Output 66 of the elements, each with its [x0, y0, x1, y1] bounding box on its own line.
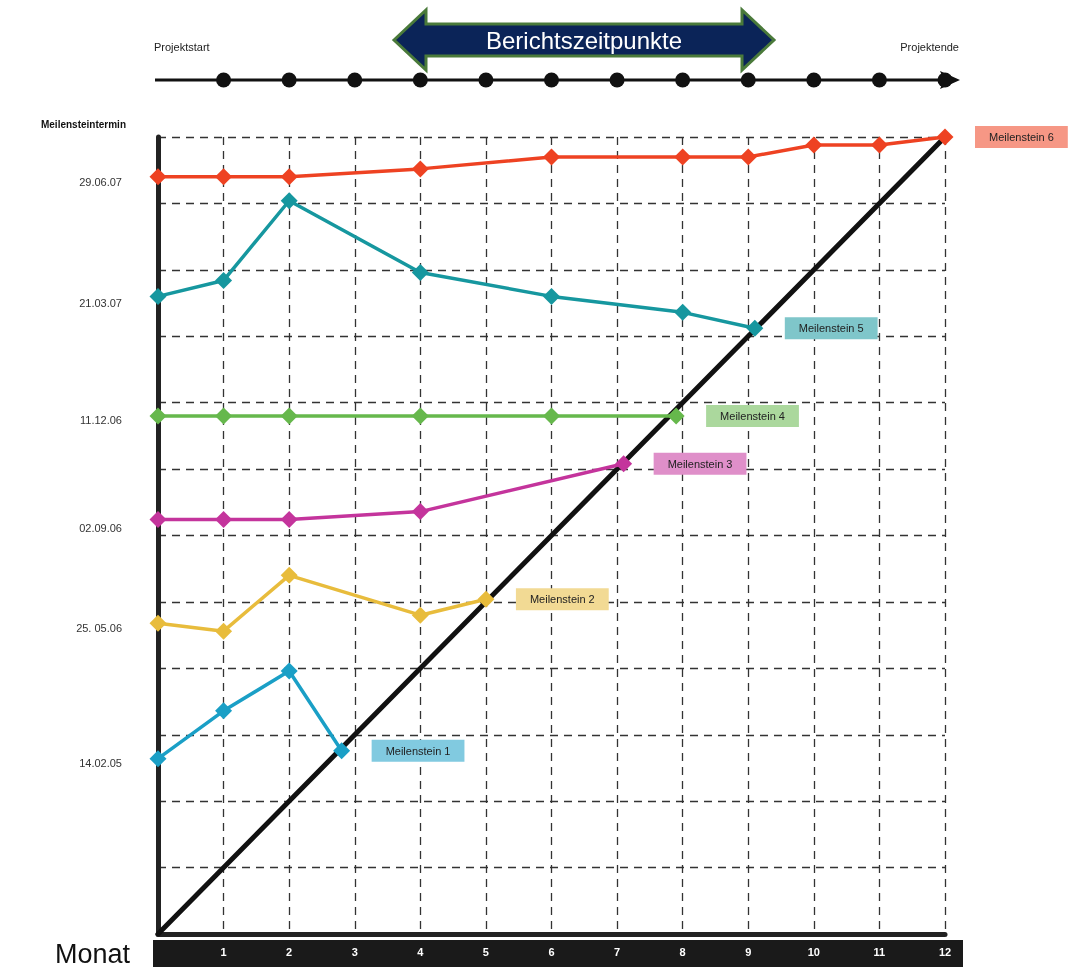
text: 11.12.06 [79, 414, 122, 426]
text: Meilenstein 1 [385, 744, 451, 757]
x-tick-label: 3 [351, 945, 358, 958]
x-tick-label: 2 [286, 945, 293, 958]
point [280, 566, 298, 584]
point [674, 148, 692, 166]
x-tick-label: 6 [548, 945, 555, 958]
point [411, 503, 429, 521]
x-tick-label: 5 [482, 945, 489, 958]
point [280, 662, 298, 680]
x-axis-title: Monat [54, 938, 131, 967]
point [215, 622, 233, 640]
point [615, 455, 633, 473]
text: 02.09.06 [79, 522, 122, 534]
point [411, 606, 429, 624]
point [543, 287, 560, 305]
point [280, 192, 298, 210]
point [149, 287, 167, 305]
point [149, 614, 167, 632]
point [215, 511, 233, 529]
text: 25. 05.06 [76, 622, 122, 634]
x-tick-label: 9 [745, 945, 752, 958]
x-tick-label: 1 [220, 945, 227, 958]
text: Meilenstein 4 [720, 409, 785, 422]
point [411, 160, 429, 178]
text: Meilenstein 3 [667, 457, 733, 470]
text: Berichtszeitpunkte [485, 27, 683, 55]
point [333, 742, 351, 760]
text: Meilenstein 2 [529, 593, 595, 606]
x-tick-label: 11 [873, 945, 886, 958]
point [543, 407, 560, 425]
point [215, 271, 233, 289]
point [674, 303, 692, 321]
point [870, 136, 888, 154]
y-axis-title: Meilensteintermin [40, 118, 126, 130]
point [411, 407, 429, 425]
x-tick-label: 12 [938, 945, 952, 958]
text: Meilenstein 6 [989, 131, 1054, 143]
point [805, 136, 823, 154]
point [215, 702, 233, 720]
point [739, 148, 757, 166]
point [667, 407, 685, 425]
point [280, 511, 298, 529]
point [746, 319, 764, 337]
text: Meilenstein 5 [798, 322, 864, 335]
text: Projektende [900, 41, 959, 53]
point [280, 168, 298, 186]
point [149, 750, 167, 768]
point [149, 407, 167, 425]
text: Projektstart [154, 41, 210, 53]
x-tick-label: 8 [679, 945, 686, 958]
text: 21.03.07 [79, 297, 122, 309]
point [149, 511, 167, 529]
point [215, 407, 233, 425]
point [280, 407, 298, 425]
point [543, 148, 560, 166]
point [411, 263, 429, 281]
point [936, 128, 954, 146]
point [215, 168, 233, 186]
x-tick-label: 7 [614, 945, 621, 958]
point [149, 168, 167, 186]
point [477, 590, 495, 608]
text: 29.06.07 [79, 176, 122, 188]
x-tick-label: 10 [807, 945, 820, 958]
x-tick-label: 4 [417, 945, 425, 958]
text: 14.02.05 [79, 757, 122, 769]
